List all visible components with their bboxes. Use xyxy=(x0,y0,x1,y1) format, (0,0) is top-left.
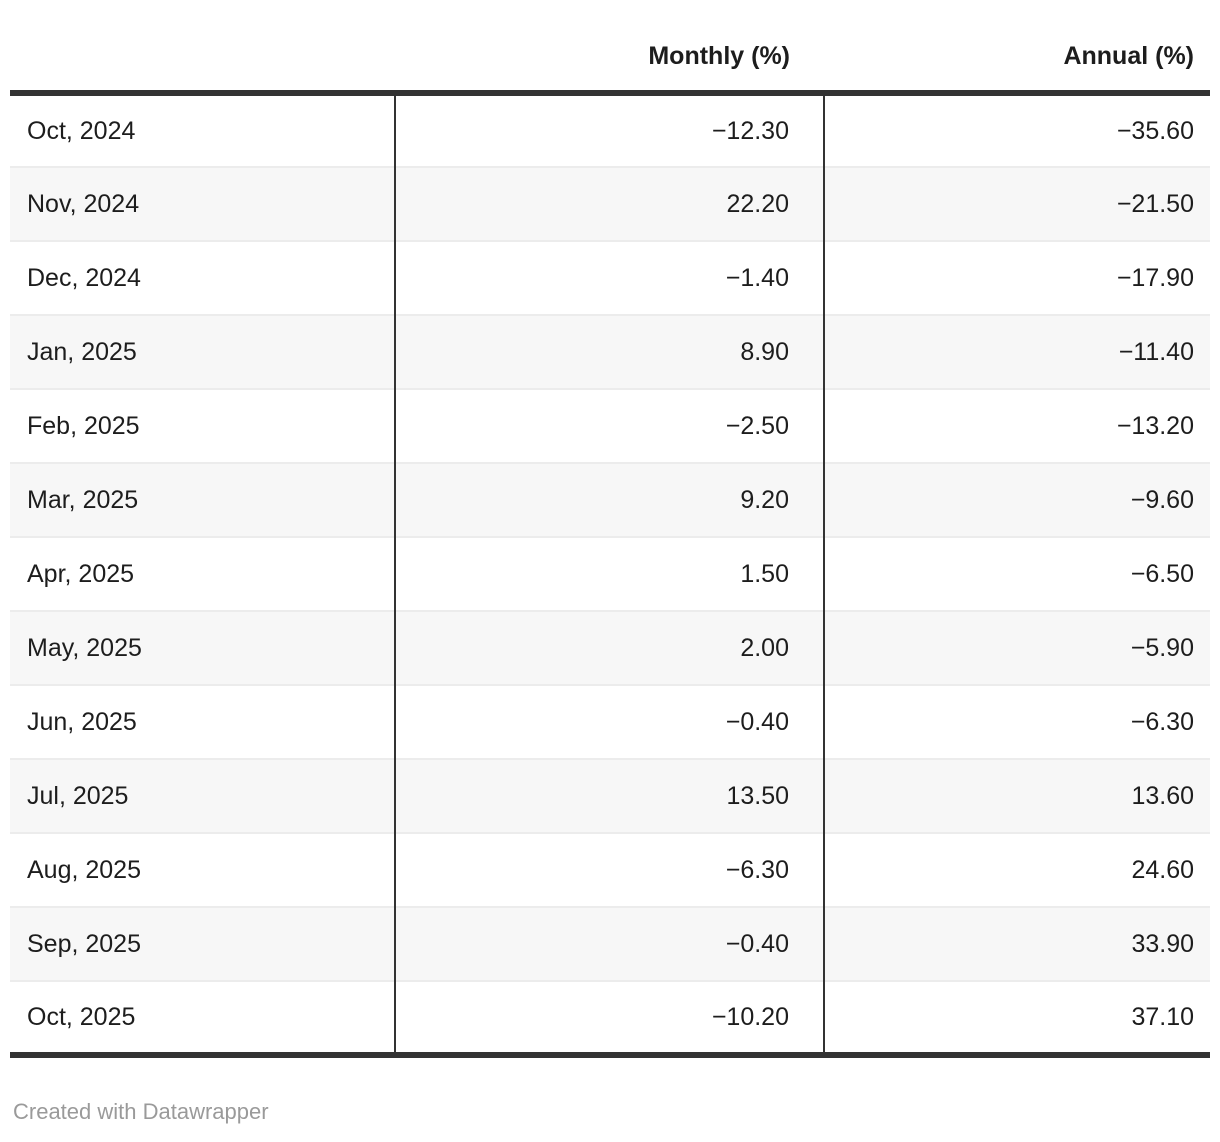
datawrapper-credit-link[interactable]: Created with Datawrapper xyxy=(13,1099,269,1124)
footer: Created with Datawrapper xyxy=(10,1099,1210,1125)
row-label: Sep, 2025 xyxy=(10,906,396,981)
monthly-value: −6.30 xyxy=(395,832,825,907)
table-row: Oct, 2025 −10.20 37.10 xyxy=(10,980,1210,1058)
monthly-value: 1.50 xyxy=(395,536,825,611)
row-label: Jul, 2025 xyxy=(10,758,396,833)
annual-value: −13.20 xyxy=(824,388,1210,463)
table-row: Nov, 2024 22.20 −21.50 xyxy=(10,166,1210,241)
row-label: Oct, 2024 xyxy=(10,93,396,167)
data-table: Monthly (%) Annual (%) Oct, 2024 −12.30 … xyxy=(10,0,1210,1058)
annual-value: −35.60 xyxy=(1116,116,1194,145)
row-label: Jan, 2025 xyxy=(10,314,396,389)
annual-value: −6.30 xyxy=(824,684,1210,759)
monthly-value: 8.90 xyxy=(395,314,825,389)
table-row: Dec, 2024 −1.40 −17.90 xyxy=(10,240,1210,315)
annual-value: −6.50 xyxy=(824,536,1210,611)
table-row: May, 2025 2.00 −5.90 xyxy=(10,610,1210,685)
table-row: Jan, 2025 8.90 −11.40 xyxy=(10,314,1210,389)
table-body: Oct, 2024 −12.30 −35.60 Nov, 2024 22.20 … xyxy=(10,93,1210,1058)
row-label: Aug, 2025 xyxy=(10,832,396,907)
annual-value: −17.90 xyxy=(824,240,1210,315)
row-label: Apr, 2025 xyxy=(10,536,396,611)
table-row: Jul, 2025 13.50 13.60 xyxy=(10,758,1210,833)
table-row: Mar, 2025 9.20 −9.60 xyxy=(10,462,1210,537)
annual-value: 13.60 xyxy=(824,758,1210,833)
row-label: Feb, 2025 xyxy=(10,388,396,463)
monthly-value: −12.30 xyxy=(395,93,825,167)
monthly-value: 9.20 xyxy=(395,462,825,537)
annual-value: 33.90 xyxy=(824,906,1210,981)
row-label: Dec, 2024 xyxy=(10,240,396,315)
row-label: Jun, 2025 xyxy=(10,684,396,759)
row-label: May, 2025 xyxy=(10,610,396,685)
row-label: Mar, 2025 xyxy=(10,462,396,537)
annual-value: −5.90 xyxy=(824,610,1210,685)
monthly-value: −0.40 xyxy=(395,684,825,759)
row-label: Nov, 2024 xyxy=(10,166,396,241)
monthly-value: 2.00 xyxy=(395,610,825,685)
table-row: Sep, 2025 −0.40 33.90 xyxy=(10,906,1210,981)
header-annual: Annual (%) xyxy=(824,0,1210,96)
annual-value: −9.60 xyxy=(824,462,1210,537)
annual-value: 37.10 xyxy=(824,980,1210,1058)
header-month-empty xyxy=(10,0,395,96)
table-row: Apr, 2025 1.50 −6.50 xyxy=(10,536,1210,611)
annual-value: −11.40 xyxy=(824,314,1210,389)
table-row: Oct, 2024 −12.30 −35.60 xyxy=(10,93,1210,167)
monthly-value: −10.20 xyxy=(395,980,825,1058)
table-row: Aug, 2025 −6.30 24.60 xyxy=(10,832,1210,907)
annual-value: −21.50 xyxy=(824,166,1210,241)
monthly-value: −2.50 xyxy=(395,388,825,463)
row-label: Oct, 2025 xyxy=(10,980,396,1058)
header-monthly: Monthly (%) xyxy=(395,0,824,96)
monthly-value: −0.40 xyxy=(395,906,825,981)
table-row: Jun, 2025 −0.40 −6.30 xyxy=(10,684,1210,759)
header-row: Monthly (%) Annual (%) xyxy=(10,0,1210,96)
annual-value: 24.60 xyxy=(824,832,1210,907)
table-row: Feb, 2025 −2.50 −13.20 xyxy=(10,388,1210,463)
monthly-value: −1.40 xyxy=(395,240,825,315)
monthly-value: 22.20 xyxy=(395,166,825,241)
monthly-value: 13.50 xyxy=(395,758,825,833)
